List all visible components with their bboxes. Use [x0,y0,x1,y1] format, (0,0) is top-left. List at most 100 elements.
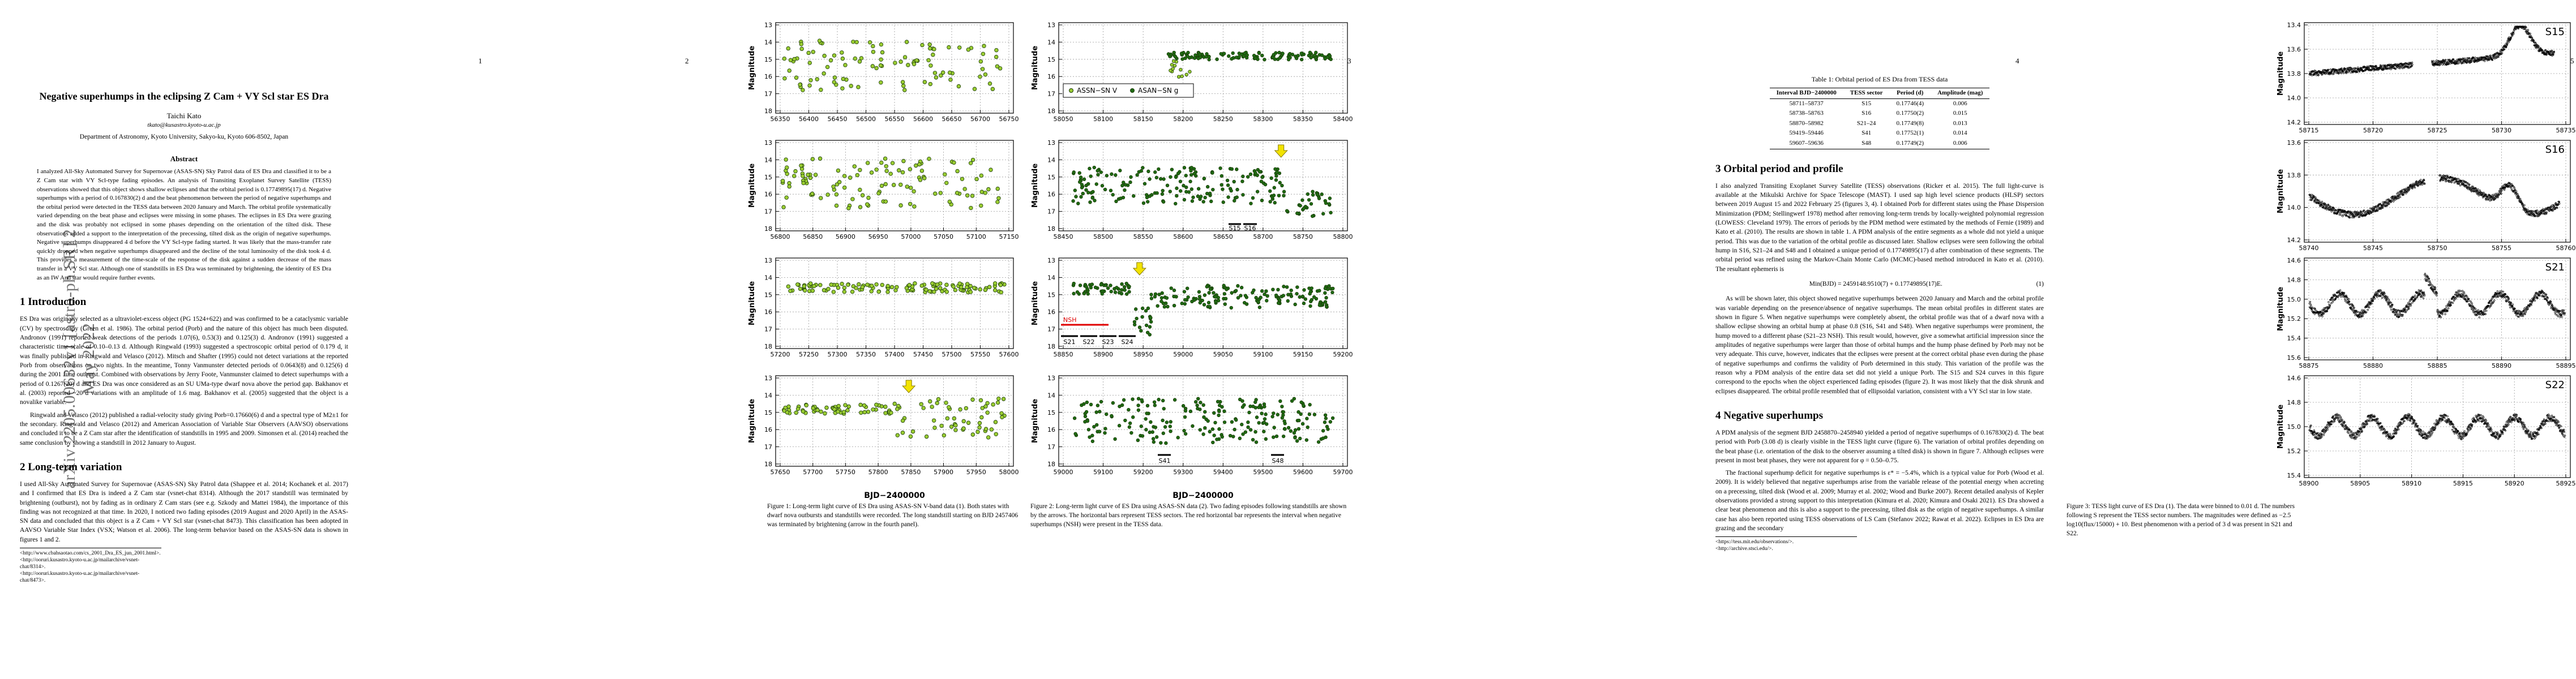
data-point [1273,201,1277,205]
data-point [1170,167,1174,171]
data-point [1188,70,1192,74]
data-point [1295,439,1299,443]
data-point [2395,311,2398,313]
data-point [2510,36,2513,38]
data-point [1090,433,1094,437]
data-point [831,184,836,189]
data-point [2558,203,2561,205]
data-point [1122,398,1126,402]
data-point [1257,421,1261,425]
data-point [780,178,785,183]
data-point [832,53,837,58]
data-point [2387,201,2389,203]
data-point [1088,435,1092,439]
x-tick-label: 58850 [1054,351,1073,358]
data-point [2421,295,2424,297]
data-point [1273,167,1277,171]
data-point [1219,51,1223,56]
data-point [1188,179,1192,183]
data-point [1229,306,1233,310]
y-axis-label: Magnitude [2277,169,2285,214]
data-point [905,184,909,189]
data-point [1206,300,1211,305]
data-point [2463,291,2465,294]
data-point [2480,313,2483,316]
data-point [1086,292,1090,296]
data-point [2510,183,2513,186]
data-point [1078,180,1082,184]
data-point [1094,410,1098,414]
data-point [1149,420,1153,424]
data-point [1159,296,1164,300]
data-point [2352,67,2354,70]
data-point [1193,53,1197,57]
data-point [1129,175,1133,179]
data-point [2325,429,2327,432]
intro-paragraph-1: ES Dra was originally selected as a ultr… [20,316,348,406]
data-point [2407,419,2409,421]
data-point [2426,436,2429,439]
data-point [908,201,913,207]
data-point [2452,58,2455,61]
data-point [999,290,1004,295]
data-point [2459,179,2462,182]
data-point [1255,173,1259,177]
panel-frame [1058,257,1348,349]
data-point [1086,182,1090,186]
x-tick-label: 59000 [1054,469,1073,476]
data-point [2370,211,2373,213]
data-point [2410,417,2412,419]
data-point [2372,299,2374,301]
intro-paragraph-2: Ringwald and Velasco (2012) published a … [20,411,348,446]
y-tick-label: 13 [764,22,772,29]
data-point [2406,417,2408,419]
data-point [2477,60,2479,62]
data-point [1141,166,1145,170]
data-point [2355,215,2357,217]
data-point [1272,435,1276,439]
data-point [1222,409,1226,414]
data-point [2457,182,2459,185]
data-point [2508,301,2510,304]
data-point [921,406,926,410]
data-point [1236,296,1240,300]
data-point [2358,316,2360,318]
data-point [2462,437,2464,440]
data-point [2461,433,2464,435]
data-point [2317,311,2320,313]
data-point [2343,421,2346,423]
data-point [2347,212,2349,214]
data-point [1280,416,1285,420]
data-point [2446,175,2449,178]
data-point [2548,304,2551,306]
data-point [1217,427,1221,431]
data-point [854,40,859,45]
data-point [1286,299,1290,303]
data-point [817,38,822,43]
data-point [2489,303,2492,305]
data-point [2441,176,2444,178]
data-point [2454,60,2457,63]
data-point [909,186,913,190]
data-point [2411,298,2414,300]
data-point [1110,172,1114,176]
data-point [2518,197,2521,200]
data-point [2369,420,2372,422]
data-point [2423,294,2426,297]
data-point [2491,302,2493,304]
data-point [2360,210,2362,213]
data-point [1166,304,1170,309]
data-point [2357,216,2360,218]
y-tick-label: 16 [1047,308,1055,316]
data-point [2419,433,2421,436]
data-point [2549,50,2551,53]
data-point [1264,289,1268,293]
data-point [1152,440,1156,444]
data-point [2415,180,2418,183]
data-point [922,176,927,181]
data-point [2377,418,2379,420]
data-point [2413,296,2416,298]
